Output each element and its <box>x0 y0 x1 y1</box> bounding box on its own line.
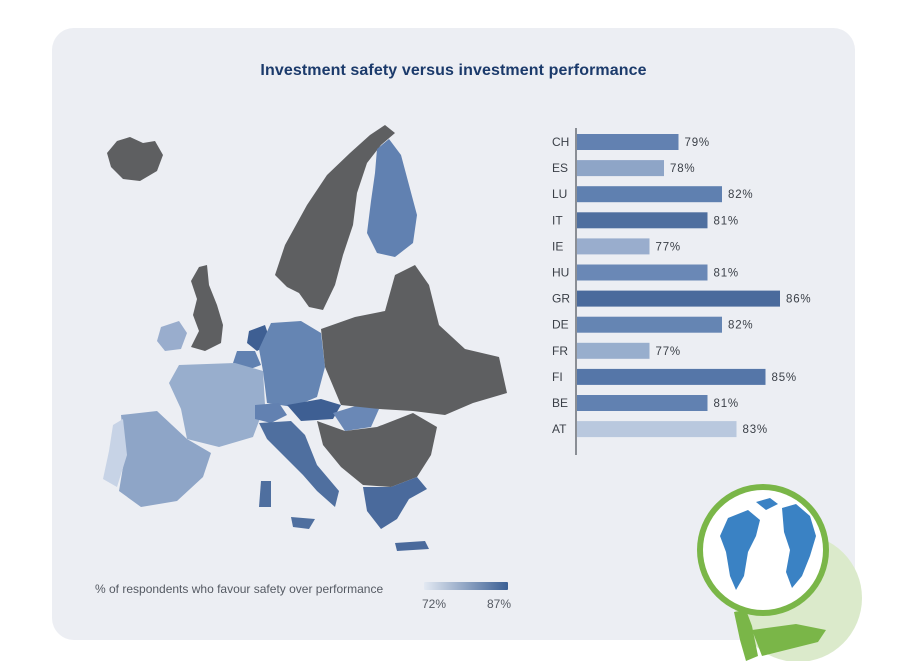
bar-value-label: 77% <box>656 346 681 358</box>
bar-category-label: GR <box>552 292 570 306</box>
map-balkans <box>317 413 437 487</box>
bar-category-label: FR <box>552 344 568 358</box>
bar-category-label: FI <box>552 370 563 384</box>
map-eastern-europe <box>321 265 507 415</box>
bar-value-label: 85% <box>772 372 797 384</box>
bar-lu <box>577 186 722 203</box>
bar-group: CH 79% ES 78% LU 82% IT 81% IE 77% HU 81% GR 86% DE 82%… <box>552 134 811 438</box>
bar-category-label: AT <box>552 422 567 436</box>
legend-gradient <box>424 582 508 590</box>
bar-value-label: 81% <box>714 398 739 410</box>
bar-value-label: 82% <box>728 320 753 332</box>
bar-category-label: LU <box>552 187 567 201</box>
bar-category-label: IE <box>552 239 563 253</box>
map-ireland <box>157 321 187 351</box>
globe-in-hand-icon <box>697 484 862 661</box>
bar-es <box>577 160 664 177</box>
bar-de <box>577 316 722 333</box>
bar-category-label: HU <box>552 266 569 280</box>
map-spain <box>119 411 211 507</box>
map-crete <box>395 541 429 551</box>
map-france <box>169 363 265 447</box>
bar-category-label: IT <box>552 213 563 227</box>
bar-at <box>577 421 737 438</box>
map-sardinia <box>259 481 271 507</box>
bar-value-label: 78% <box>670 163 695 175</box>
bar-value-label: 82% <box>728 189 753 201</box>
legend-max-label: 87% <box>487 597 512 611</box>
bar-hu <box>577 264 708 281</box>
bar-fr <box>577 342 650 359</box>
map-iceland <box>107 137 163 181</box>
bar-value-label: 86% <box>786 294 811 306</box>
bar-value-label: 83% <box>743 424 768 436</box>
europe-map <box>103 125 507 551</box>
bar-it <box>577 212 708 229</box>
map-austria <box>287 399 341 421</box>
bar-value-label: 79% <box>685 137 710 149</box>
bar-ch <box>577 134 679 150</box>
legend-min-label: 72% <box>422 597 447 611</box>
bar-category-label: DE <box>552 318 569 332</box>
map-hungary <box>333 405 379 431</box>
map-germany <box>259 321 325 407</box>
bar-category-label: ES <box>552 161 568 175</box>
map-scandinavia <box>275 125 395 310</box>
map-portugal <box>103 419 127 487</box>
bar-be <box>577 395 708 411</box>
map-italy <box>259 421 339 507</box>
chart-title: Investment safety versus investment perf… <box>260 62 647 79</box>
map-switzerland <box>255 403 287 423</box>
map-finland <box>367 139 417 257</box>
bar-value-label: 77% <box>656 241 681 253</box>
map-greece <box>363 477 427 529</box>
bar-category-label: CH <box>552 135 569 149</box>
map-uk <box>191 265 223 351</box>
bar-value-label: 81% <box>714 268 739 280</box>
bar-fi <box>577 368 766 385</box>
bar-value-label: 81% <box>714 215 739 227</box>
bar-gr <box>577 290 780 307</box>
bar-ie <box>577 238 650 255</box>
bar-category-label: BE <box>552 396 568 410</box>
legend-label: % of respondents who favour safety over … <box>95 582 384 596</box>
map-sicily <box>291 517 315 529</box>
